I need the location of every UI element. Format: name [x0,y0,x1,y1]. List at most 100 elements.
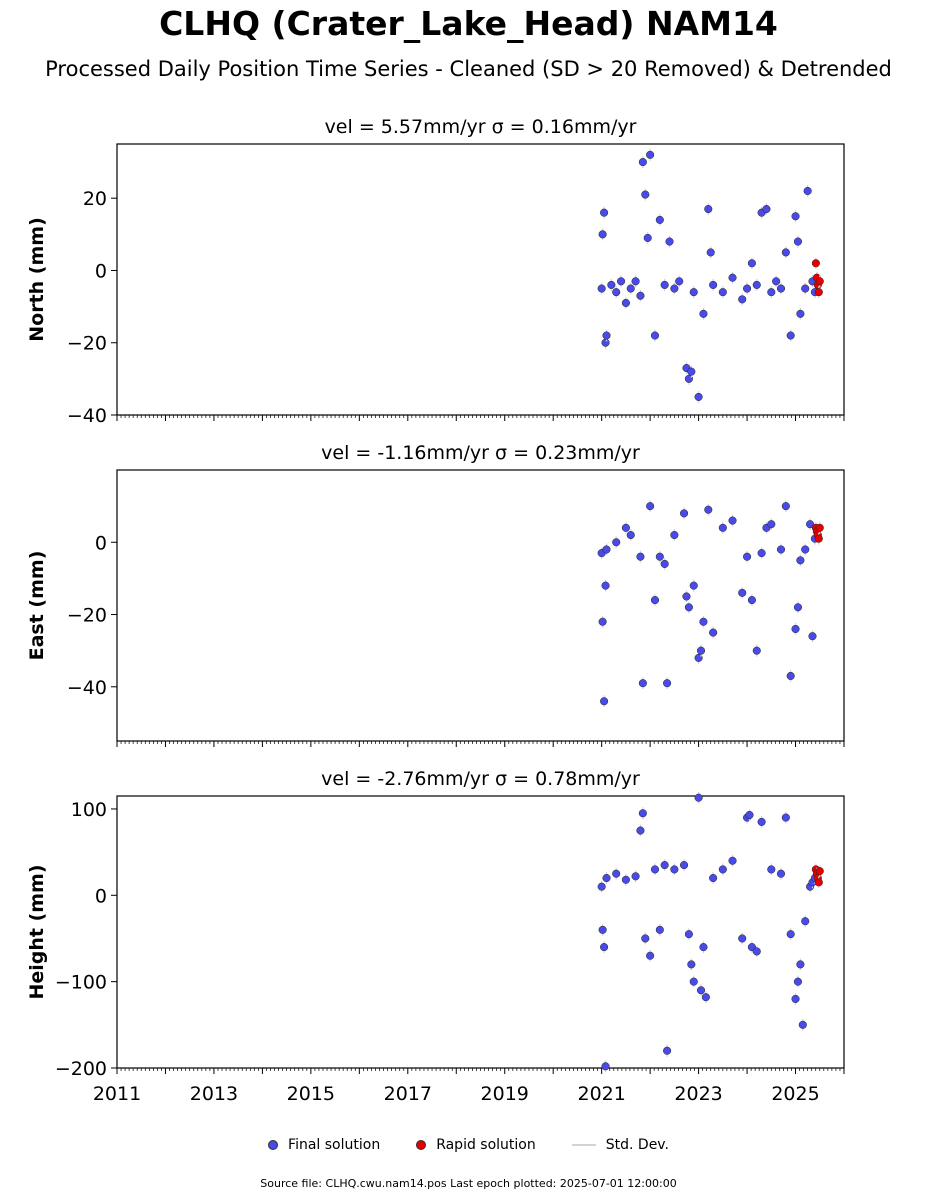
x-tick-label: 2021 [577,1083,625,1105]
final-point [617,277,626,286]
plot-frame [116,143,845,416]
final-point [791,212,800,221]
x-tick-label: 2015 [287,1083,335,1105]
final-point [612,288,621,297]
final-point [796,960,805,969]
final-point [663,679,672,688]
page-subtitle: Processed Daily Position Time Series - C… [45,57,892,81]
final-point [776,284,786,293]
legend-rapid: Rapid solution [416,1137,536,1153]
final-point [601,1062,610,1071]
x-tick-label: 2023 [674,1083,722,1105]
plot-frame [116,469,845,742]
final-point [680,509,689,518]
legend-final: Final solution [268,1137,380,1153]
panel-title: vel = -1.16mm/yr σ = 0.23mm/yr [321,442,640,464]
final-point [675,277,684,286]
final-point [718,865,727,874]
final-point [660,280,669,289]
final-point [709,280,718,289]
final-point [650,331,660,340]
y-tick-label: −20 [67,605,107,627]
final-point [767,865,776,874]
final-point [796,556,805,565]
final-point [638,679,647,688]
final-point [689,581,698,590]
y-tick-label: 0 [95,885,107,907]
final-point [747,259,756,268]
final-point [757,817,766,826]
final-point [793,237,803,246]
rapid-point [814,288,823,297]
final-point [646,951,655,960]
final-point [808,632,817,641]
final-point [696,986,706,995]
final-point [694,793,703,802]
final-point [655,925,664,934]
final-point [687,367,696,376]
final-point [706,248,715,257]
final-point [621,298,630,308]
final-point [728,856,737,865]
x-tick-label: 2013 [190,1083,238,1105]
final-point [626,284,635,293]
final-point [600,697,609,706]
y-tick-label: −20 [67,333,107,355]
final-point [597,284,606,293]
final-point [709,873,718,883]
legend-std-label: Std. Dev. [605,1137,669,1153]
final-point [781,502,790,511]
final-point [762,204,771,214]
final-point [607,280,616,289]
y-tick-label: 0 [95,260,107,282]
final-point [612,538,621,547]
rapid-point [815,867,824,876]
x-tick-label: 2025 [771,1083,819,1105]
final-point [601,581,610,590]
x-tick-label: 2017 [384,1083,432,1105]
legend-rapid-marker [416,1140,427,1150]
y-axis-label: Height (mm) [26,864,48,999]
final-point [670,530,679,540]
final-point [612,869,621,878]
final-point [687,960,696,969]
legend-std: Std. Dev. [571,1137,669,1153]
final-point [743,284,752,293]
page-title: CLHQ (Crater_Lake_Head) NAM14 [159,4,778,43]
final-point [631,872,640,881]
final-point [626,530,635,540]
legend: Final solution Rapid solution Std. Dev. [0,1137,937,1153]
final-point [738,295,747,304]
final-point [602,873,611,883]
final-point [638,809,647,818]
panel-3: vel = -2.76mm/yr σ = 0.78mm/yr Height (mm… [26,768,845,1080]
y-tick-label: −40 [67,677,107,699]
final-point [660,559,669,568]
y-tick-label: −100 [55,972,107,994]
final-point [728,273,737,282]
footer-source: Source file: CLHQ.cwu.nam14.pos Last epo… [260,1177,677,1190]
final-point [660,861,669,870]
final-point [793,603,803,612]
final-point [767,288,776,297]
x-tick-label: 2019 [481,1083,529,1105]
final-point [650,596,660,605]
final-point [699,943,708,952]
final-point [631,277,640,286]
final-point [636,291,645,300]
final-point [663,1046,672,1055]
final-point [689,977,698,986]
final-point [655,215,664,224]
final-point [689,288,698,297]
legend-std-marker [571,1144,596,1146]
final-point [602,545,611,554]
final-point [636,552,645,561]
y-tick-label: 0 [95,532,107,554]
y-axis-label: East (mm) [26,551,48,661]
final-point [776,869,786,878]
rapid-point [814,878,823,887]
final-point [600,208,609,217]
final-point [801,545,810,554]
final-point [641,934,650,943]
